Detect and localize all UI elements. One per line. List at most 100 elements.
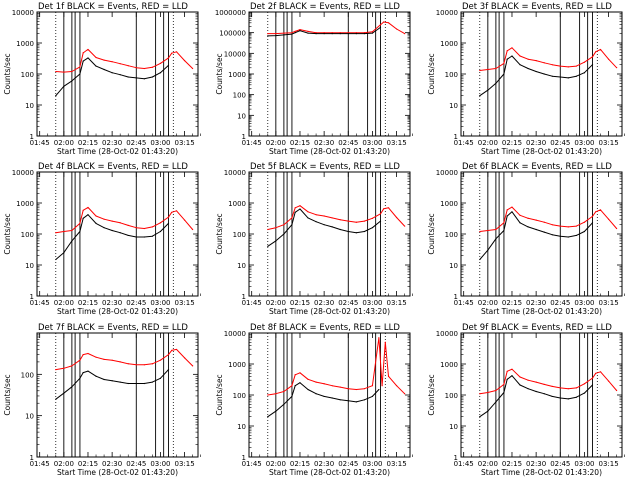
data-point-lld: [487, 229, 489, 232]
data-point-lld: [82, 52, 84, 54]
data-point-events: [503, 391, 505, 394]
data-point-lld: [567, 66, 569, 68]
data-point-lld: [171, 349, 173, 351]
data-point-lld: [171, 52, 173, 54]
data-point-lld: [63, 230, 65, 233]
data-point-events: [103, 227, 105, 229]
x-axis-label: Start Time (28-Oct-02 01:43:20): [481, 147, 602, 156]
x-tick-label: 02:00: [478, 460, 498, 468]
data-point-lld: [192, 228, 194, 231]
data-point-events: [63, 252, 65, 254]
data-point-lld: [267, 33, 269, 35]
data-point-events: [159, 230, 162, 233]
data-point-lld: [591, 377, 594, 379]
x-tick-label: 01:45: [454, 460, 474, 468]
x-tick-label: 01:45: [454, 299, 474, 307]
plot-frame: [248, 171, 411, 297]
data-point-lld: [404, 33, 406, 35]
data-point-lld: [294, 30, 296, 33]
x-tick-label: 02:15: [502, 139, 522, 147]
data-point-lld: [291, 385, 293, 387]
data-point-events: [535, 70, 537, 73]
data-point-events: [543, 393, 545, 395]
x-tick-label: 01:45: [30, 299, 50, 307]
data-point-events: [511, 211, 513, 213]
series-line-lld: [479, 368, 617, 395]
data-point-lld: [519, 376, 521, 378]
x-tick-label: 02:30: [102, 139, 122, 147]
x-tick-label: 02:30: [314, 460, 334, 468]
data-point-lld: [111, 359, 113, 361]
x-tick-label: 02:30: [526, 139, 546, 147]
data-point-lld: [551, 64, 553, 66]
x-tick-label: 03:15: [174, 299, 194, 307]
data-point-events: [583, 230, 586, 233]
data-point-lld: [616, 389, 618, 392]
x-tick-label: 02:30: [526, 460, 546, 468]
data-point-events: [294, 32, 296, 34]
data-point-lld: [575, 387, 577, 389]
panel-det-1: Det 1f BLACK = Events, RED = LLD Counts/s…: [3, 2, 201, 156]
x-tick-label: 03:15: [174, 460, 194, 468]
x-tick-label: 02:00: [266, 460, 286, 468]
data-point-lld: [315, 32, 317, 34]
x-axis-label: Start Time (28-Oct-02 01:43:20): [481, 468, 602, 477]
y-tick-label: 1000000: [215, 9, 246, 17]
data-point-events: [487, 89, 489, 91]
data-point-events: [503, 229, 505, 232]
y-tick-label: 1: [242, 454, 246, 462]
data-point-events: [151, 76, 153, 78]
data-point-events: [291, 224, 293, 226]
data-point-events: [323, 395, 325, 398]
data-point-lld: [175, 51, 178, 53]
y-tick-label: 10: [237, 423, 246, 431]
x-tick-label: 03:15: [598, 299, 618, 307]
data-point-lld: [575, 65, 577, 67]
plot-frame: [460, 332, 623, 458]
data-point-lld: [71, 70, 73, 73]
data-point-events: [167, 64, 170, 66]
x-tick-label: 02:00: [54, 460, 74, 468]
x-tick-label: 02:00: [266, 299, 286, 307]
y-tick-label: 1000: [228, 71, 246, 79]
y-axis-label: Counts/sec: [3, 213, 12, 254]
data-point-lld: [307, 378, 309, 380]
data-point-events: [119, 381, 121, 383]
data-point-events: [135, 382, 137, 385]
data-point-lld: [95, 215, 97, 217]
data-point-lld: [103, 358, 105, 360]
data-point-events: [543, 231, 545, 233]
data-point-lld: [607, 58, 610, 60]
data-point-lld: [347, 32, 349, 34]
panel-det-4: Det 4f BLACK = Events, RED = LLD Counts/s…: [3, 162, 201, 316]
data-point-lld: [599, 209, 602, 211]
data-point-events: [591, 64, 594, 66]
data-point-lld: [559, 225, 561, 227]
y-tick-label: 10000: [12, 9, 34, 17]
panel-det-5: Det 5f BLACK = Events, RED = LLD Counts/s…: [215, 162, 413, 316]
data-point-events: [506, 58, 508, 60]
y-tick-label: 1: [30, 133, 34, 141]
x-tick-label: 02:00: [478, 299, 498, 307]
data-point-events: [339, 33, 341, 35]
data-point-events: [339, 399, 341, 401]
data-point-events: [559, 76, 561, 78]
data-point-lld: [506, 50, 508, 52]
x-tick-label: 02:45: [126, 139, 146, 147]
data-point-lld: [275, 227, 277, 229]
data-point-events: [527, 226, 529, 228]
data-point-lld: [87, 206, 89, 209]
data-point-events: [506, 215, 508, 217]
data-point-lld: [607, 218, 610, 220]
data-point-events: [363, 230, 365, 233]
data-point-lld: [283, 32, 285, 34]
data-point-lld: [294, 374, 296, 376]
x-tick-label: 02:45: [338, 299, 358, 307]
data-point-lld: [503, 222, 505, 224]
x-tick-label: 03:00: [150, 139, 170, 147]
data-point-events: [283, 34, 285, 36]
data-point-lld: [616, 227, 618, 230]
data-point-events: [331, 397, 333, 399]
data-point-events: [347, 33, 349, 35]
data-point-events: [527, 388, 529, 390]
